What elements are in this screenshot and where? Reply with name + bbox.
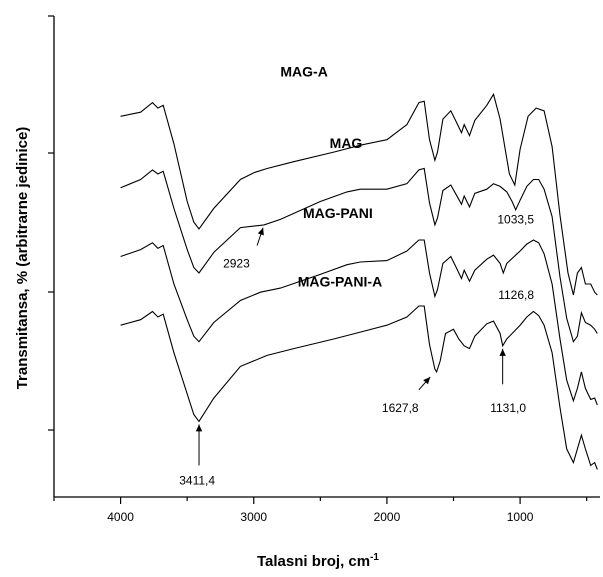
x-axis-title-superscript: -1 (370, 552, 379, 563)
y-ticks (48, 15, 54, 431)
peak-label: 2923 (223, 256, 250, 270)
x-tick-label-1000: 1000 (507, 510, 534, 524)
x-tick-label-2000: 2000 (374, 510, 401, 524)
peak-arrowhead (257, 227, 264, 236)
spectrum-line-mag (120, 167, 598, 343)
peak-label: 1131,0 (490, 401, 526, 415)
peak-annotations: 2923 1033,5 1126,8 1627,8 1131,0 3411,4 (179, 213, 534, 488)
x-tick-label-4000: 4000 (107, 510, 134, 524)
x-tick-label-3000: 3000 (240, 510, 267, 524)
peak-annotation-1033-5: 1033,5 (497, 213, 534, 227)
y-axis-title: Transmitansa, % (arbitrarne jedinice) (14, 127, 31, 390)
plot-frame (53, 16, 600, 498)
spectrum-line-mag-a (120, 92, 598, 296)
peak-arrowhead (499, 348, 506, 356)
spectra (120, 92, 598, 470)
peak-annotation-1131-0: 1131,0 (490, 348, 526, 415)
peak-label: 1033,5 (497, 213, 534, 227)
series-label-mag-pani: MAG-PANI (303, 205, 373, 221)
peak-arrowhead (195, 424, 203, 432)
peak-arrowhead (423, 376, 431, 385)
peak-annotation-3411-4: 3411,4 (179, 424, 215, 488)
x-ticks: 4000 3000 2000 1000 (53, 497, 588, 524)
series-label-mag: MAG (330, 135, 363, 151)
spectrum-line-mag-pani (120, 239, 598, 406)
x-axis-title: Talasni broj, cm-1 (257, 552, 379, 570)
peak-annotation-2923: 2923 (223, 227, 264, 270)
series-labels: MAG-A MAG MAG-PANI MAG-PANI-A (280, 63, 382, 289)
series-label-mag-pani-a: MAG-PANI-A (298, 274, 383, 290)
peak-annotation-1627-8: 1627,8 (382, 376, 431, 415)
peak-label: 3411,4 (179, 474, 215, 488)
peak-label: 1627,8 (382, 401, 419, 415)
series-label-mag-a: MAG-A (280, 63, 327, 79)
spectrum-line-mag-pani-a (120, 305, 598, 470)
peak-label: 1126,8 (498, 288, 534, 302)
peak-annotation-1126-8: 1126,8 (498, 288, 534, 302)
